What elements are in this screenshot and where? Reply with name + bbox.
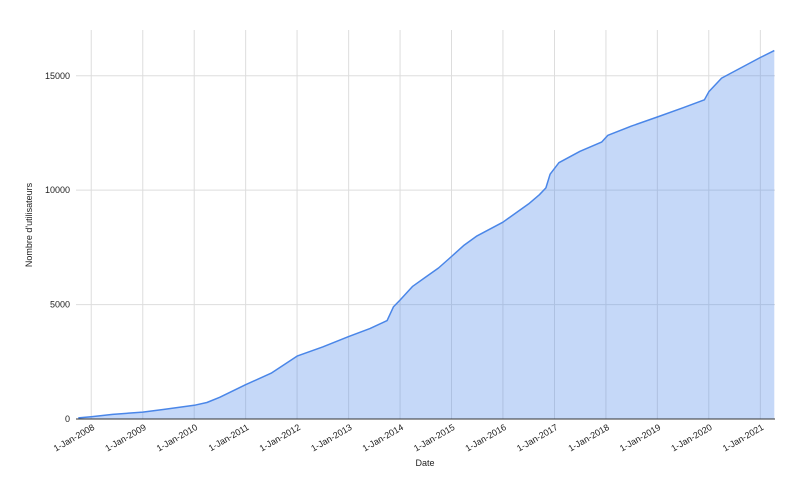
- x-tick-label: 1-Jan-2016: [463, 422, 507, 453]
- x-tick-label: 1-Jan-2011: [207, 422, 251, 453]
- x-tick-label: 1-Jan-2018: [566, 422, 610, 453]
- y-axis-title: Nombre d'utilisateurs: [24, 182, 34, 267]
- x-tick-label: 1-Jan-2012: [258, 422, 302, 453]
- x-tick-label: 1-Jan-2010: [155, 422, 199, 453]
- x-axis-title: Date: [415, 458, 434, 468]
- x-tick-label: 1-Jan-2008: [52, 422, 96, 453]
- x-tick-label: 1-Jan-2019: [618, 422, 662, 453]
- y-tick-label: 10000: [45, 185, 70, 195]
- x-tick-label: 1-Jan-2009: [103, 422, 147, 453]
- y-tick-label: 5000: [50, 300, 70, 310]
- y-tick-label: 15000: [45, 71, 70, 81]
- x-tick-label: 1-Jan-2017: [515, 422, 559, 453]
- y-tick-label: 0: [65, 414, 70, 424]
- area: [78, 50, 775, 419]
- x-tick-label: 1-Jan-2020: [669, 422, 713, 453]
- x-tick-label: 1-Jan-2013: [309, 422, 353, 453]
- x-tick-label: 1-Jan-2014: [361, 422, 405, 453]
- grid: [76, 30, 775, 420]
- x-tick-label: 1-Jan-2021: [721, 422, 765, 453]
- x-tick-label: 1-Jan-2015: [412, 422, 456, 453]
- line: [78, 49, 775, 419]
